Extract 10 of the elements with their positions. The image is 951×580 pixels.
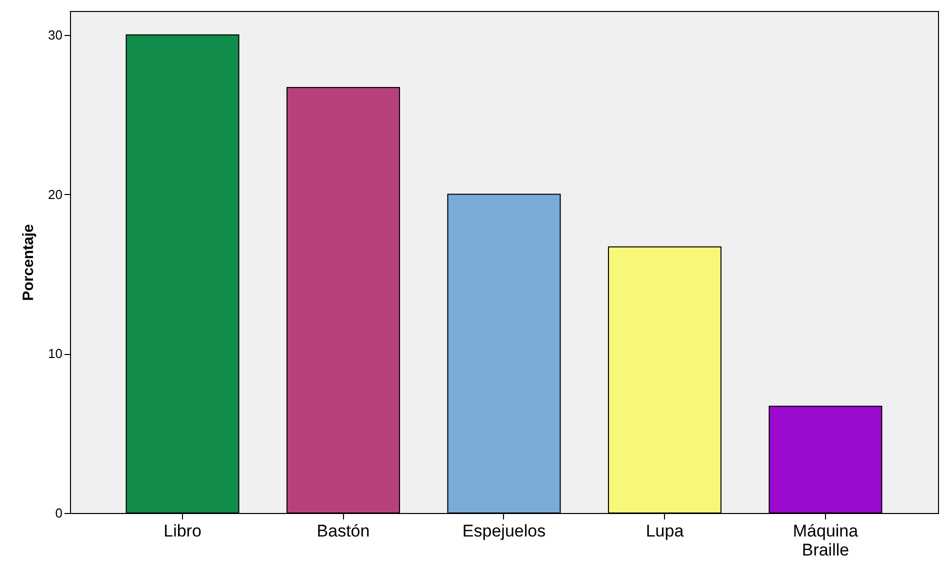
x-tick-label: Libro [164, 522, 202, 540]
y-tick-label: 0 [55, 506, 62, 520]
x-tick-label: Espejuelos [462, 522, 546, 540]
x-tick-label: Lupa [646, 522, 684, 540]
x-tick-label: Máquina Braille [792, 522, 859, 560]
x-tick-label: Bastón [316, 522, 370, 540]
y-tick-label: 30 [48, 27, 62, 42]
y-tick-label: 10 [48, 346, 62, 362]
y-tick-label: 20 [48, 186, 62, 202]
y-axis-title: Porcentaje [20, 224, 38, 301]
